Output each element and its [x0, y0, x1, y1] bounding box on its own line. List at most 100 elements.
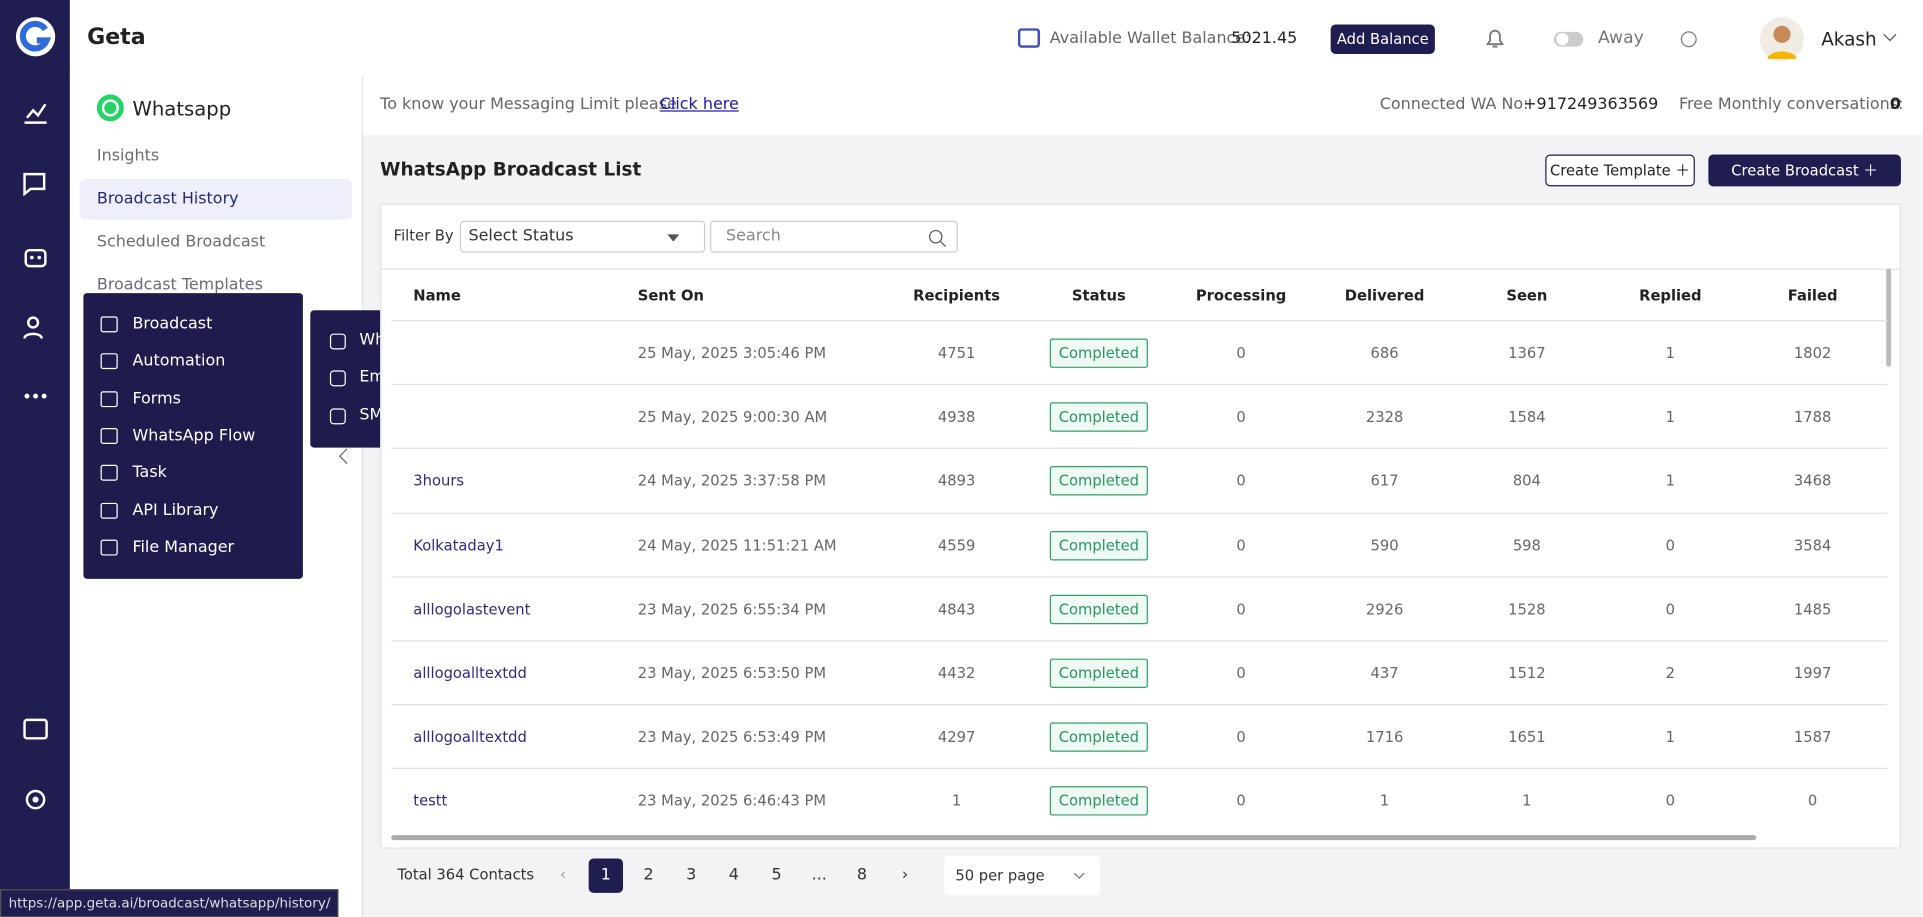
search-placeholder: Search: [726, 226, 781, 246]
menu-icon: [100, 390, 118, 407]
page-button[interactable]: 4: [728, 865, 739, 885]
brand: Geta: [87, 24, 146, 51]
menu-icon: [100, 316, 118, 333]
prev-page[interactable]: ‹: [559, 865, 567, 885]
table-cell: 1584: [1508, 408, 1546, 426]
status-badge: Completed: [1049, 338, 1148, 368]
more-menu-item[interactable]: Task: [132, 463, 167, 483]
table-cell: 686: [1370, 344, 1399, 362]
settings-icon[interactable]: [22, 786, 49, 813]
more-menu-item[interactable]: Broadcast: [132, 315, 213, 334]
broadcast-name[interactable]: 3hours: [413, 472, 465, 490]
sent-on: 23 May, 2025 6:53:50 PM: [637, 664, 827, 682]
row-divider: [391, 512, 1888, 514]
per-page-select[interactable]: 50 per page: [944, 856, 1101, 896]
row-divider: [391, 640, 1888, 642]
page-button[interactable]: 2: [643, 865, 654, 885]
add-balance-button[interactable]: Add Balance: [1330, 24, 1435, 54]
create-template-button[interactable]: Create Template ＋: [1545, 154, 1695, 187]
table-cell: 3584: [1793, 536, 1832, 554]
insights-icon[interactable]: [22, 98, 49, 125]
column-header: Seen: [1506, 286, 1548, 305]
table-cell: 804: [1512, 472, 1541, 490]
bot-icon[interactable]: [22, 243, 49, 270]
h-scrollbar: [391, 835, 1757, 841]
status-badge: Completed: [1049, 722, 1148, 753]
logo: [15, 17, 56, 57]
next-page[interactable]: ›: [901, 865, 909, 885]
column-header: Status: [1071, 286, 1126, 305]
column-header: Replied: [1639, 286, 1702, 305]
caret: [1073, 872, 1085, 879]
whatsapp-icon: [96, 94, 124, 122]
sent-on: 23 May, 2025 6:53:49 PM: [637, 728, 827, 746]
side-menu-item[interactable]: Scheduled Broadcast: [96, 233, 266, 252]
filter-label: Filter By: [393, 226, 454, 245]
table-cell: 0: [1236, 344, 1246, 362]
search-input[interactable]: Search: [710, 220, 958, 253]
page-button[interactable]: 1: [588, 858, 624, 893]
connected-label: Connected WA No:: [1379, 95, 1529, 115]
table-cell: 1: [1665, 728, 1676, 746]
status-badge: Completed: [1049, 466, 1148, 496]
broadcast-name[interactable]: Kolkataday1: [413, 536, 504, 554]
status-select[interactable]: Select Status: [459, 220, 706, 253]
table-cell: 1788: [1793, 408, 1832, 426]
user-name[interactable]: Akash: [1821, 28, 1877, 51]
table-cell: 0: [1236, 664, 1246, 682]
table-cell: 4751: [937, 344, 976, 362]
column-header: Name: [413, 286, 461, 305]
broadcast-name[interactable]: alllogoalltextdd: [413, 728, 527, 746]
table-cell: 1: [1379, 792, 1390, 810]
status-badge: Completed: [1049, 402, 1148, 432]
page-button[interactable]: 3: [686, 865, 697, 885]
table-cell: 1716: [1365, 728, 1404, 746]
column-header: Processing: [1195, 286, 1287, 305]
table-cell: 0: [1807, 792, 1818, 810]
more-menu-item[interactable]: Forms: [132, 389, 181, 408]
help-icon[interactable]: [1680, 31, 1697, 48]
side-menu-title: Whatsapp: [132, 96, 232, 121]
table-cell: 1997: [1793, 664, 1832, 682]
broadcast-name[interactable]: alllogolastevent: [413, 600, 531, 618]
more-menu-item[interactable]: Automation: [132, 352, 226, 371]
create-broadcast-button[interactable]: Create Broadcast ＋: [1708, 154, 1901, 187]
presence-toggle[interactable]: [1553, 31, 1585, 48]
side-menu-item[interactable]: Broadcast Templates: [96, 275, 263, 295]
more-menu-item[interactable]: WhatsApp Flow: [132, 426, 256, 446]
page-button[interactable]: 5: [771, 865, 782, 885]
table-cell: 1528: [1508, 600, 1546, 618]
wallet-icon[interactable]: [22, 715, 49, 742]
contacts-icon[interactable]: [22, 314, 49, 341]
status-url: https://app.geta.ai/broadcast/whatsapp/h…: [0, 889, 339, 917]
more-icon[interactable]: [22, 390, 49, 402]
page-button[interactable]: 8: [856, 865, 867, 885]
table-cell: 1: [1665, 472, 1676, 490]
side-menu-item[interactable]: Broadcast History: [79, 179, 352, 220]
chat-icon[interactable]: [22, 170, 49, 197]
column-header: Failed: [1787, 286, 1838, 305]
collapse-arrow[interactable]: [337, 448, 349, 465]
table-cell: 2926: [1365, 600, 1404, 618]
column-header: Sent On: [637, 286, 704, 305]
total-count: Total 364 Contacts: [397, 865, 535, 884]
table-cell: 0: [1665, 600, 1676, 618]
menu-icon: [100, 353, 118, 370]
wallet-balance: 5021.45: [1231, 29, 1298, 48]
notice-text: To know your Messaging Limit please: [380, 95, 677, 115]
broadcast-name[interactable]: testt: [413, 792, 448, 810]
notice-link[interactable]: Click here: [659, 95, 739, 115]
more-menu-item[interactable]: File Manager: [132, 538, 235, 557]
status-badge: Completed: [1049, 530, 1148, 560]
side-menu-item[interactable]: Insights: [96, 147, 160, 166]
table-cell: 1802: [1793, 344, 1832, 362]
more-menu-item[interactable]: API Library: [132, 500, 219, 520]
free-value: 0: [1889, 95, 1901, 115]
bell-icon[interactable]: [1484, 26, 1506, 51]
table-cell: 0: [1236, 600, 1246, 618]
page-button[interactable]: ...: [811, 865, 827, 885]
status-select-label: Select Status: [468, 226, 574, 246]
broadcast-name[interactable]: alllogoalltextdd: [413, 664, 527, 682]
